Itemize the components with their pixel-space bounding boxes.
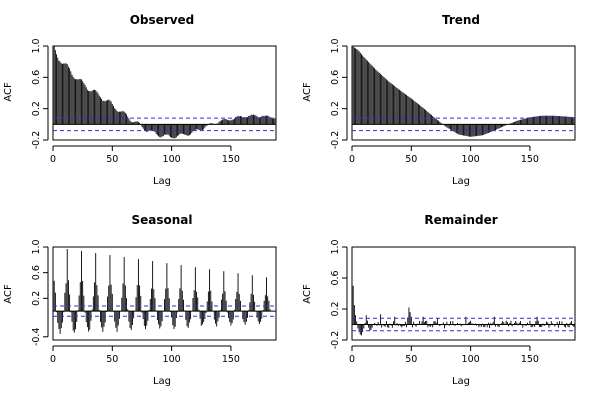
x-tick-label: 100 (462, 154, 480, 165)
acf-bars (351, 247, 576, 336)
y-tick-label: 0.6 (31, 265, 42, 280)
y-tick-label: -0.4 (31, 328, 42, 347)
y-axis-label: ACF (302, 82, 313, 102)
x-tick-label: 50 (106, 154, 118, 165)
x-tick-label: 150 (222, 154, 240, 165)
y-tick-label: 1.0 (31, 38, 42, 53)
y-axis-label: ACF (302, 284, 313, 304)
panel-title: Seasonal (131, 213, 192, 227)
remainder-acf-panel: Remainder Lag ACF 0 50 100 150 -0.2 0.2 0.6 1.0 (302, 213, 576, 387)
x-axis-label: Lag (153, 376, 171, 387)
acf-bars (52, 46, 277, 139)
x-tick-label: 0 (349, 354, 355, 365)
panel-title: Remainder (424, 213, 497, 227)
x-tick-label: 150 (222, 354, 240, 365)
y-tick-label: 0.2 (31, 291, 42, 306)
x-tick-label: 100 (163, 354, 181, 365)
plot-frame (52, 246, 277, 341)
acf-bars (351, 46, 576, 137)
y-axis-label: ACF (3, 284, 14, 304)
x-tick-label: 100 (462, 354, 480, 365)
y-tick-label: 0.2 (31, 101, 42, 116)
x-tick-label: 0 (349, 154, 355, 165)
x-axis-label: Lag (452, 176, 470, 187)
y-tick-label: 1.0 (31, 239, 42, 254)
y-tick-label: -0.2 (31, 131, 42, 150)
y-tick-label: 0.6 (31, 70, 42, 85)
y-tick-label: 1.0 (330, 239, 341, 254)
x-tick-label: 150 (521, 354, 539, 365)
y-tick-label: 0.2 (330, 101, 341, 116)
x-tick-label: 150 (521, 154, 539, 165)
acf-bars (52, 247, 271, 334)
x-tick-label: 0 (50, 154, 56, 165)
trend-acf-panel: Trend Lag ACF 0 50 100 150 -0.2 0.2 0.6 1.0 (302, 13, 576, 187)
y-tick-label: 1.0 (330, 38, 341, 53)
seasonal-acf-panel: Seasonal Lag ACF 0 50 100 150 -0.4 0.2 0.6 1.0 (3, 213, 277, 387)
y-tick-label: -0.2 (330, 331, 341, 350)
x-tick-label: 100 (163, 154, 181, 165)
panel-title: Trend (442, 13, 480, 27)
x-tick-label: 50 (106, 354, 118, 365)
x-tick-label: 0 (50, 354, 56, 365)
x-tick-label: 50 (405, 354, 417, 365)
y-tick-label: 0.6 (330, 270, 341, 285)
x-tick-label: 50 (405, 154, 417, 165)
observed-acf-panel: Observed Lag ACF 0 50 100 150 -0.2 0.2 0.6 1.0 (3, 13, 277, 187)
x-axis-label: Lag (452, 376, 470, 387)
y-axis-label: ACF (3, 82, 14, 102)
y-tick-label: 0.2 (330, 301, 341, 316)
y-tick-label: 0.6 (330, 70, 341, 85)
panel-title: Observed (130, 13, 195, 27)
x-axis-label: Lag (153, 176, 171, 187)
y-tick-label: -0.2 (330, 131, 341, 150)
